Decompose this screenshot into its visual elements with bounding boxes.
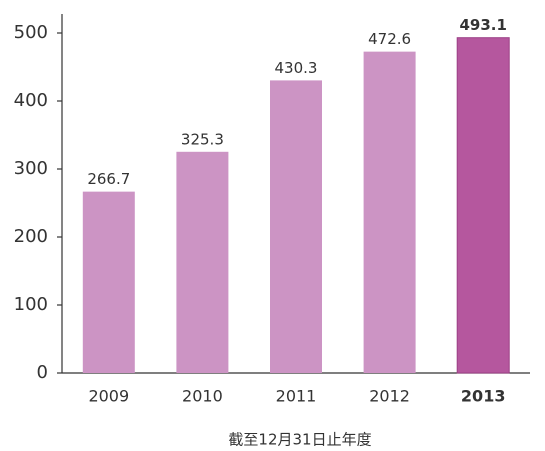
y-tick-label: 400 [14, 90, 48, 111]
x-tick-label: 2011 [276, 387, 317, 406]
y-tick-label: 0 [37, 362, 48, 383]
x-tick-label: 2012 [369, 387, 410, 406]
x-tick-label: 2009 [88, 387, 129, 406]
value-label: 493.1 [459, 16, 506, 34]
value-label: 472.6 [368, 30, 411, 48]
x-tick-label: 2010 [182, 387, 223, 406]
x-tick-label: 2013 [461, 387, 506, 406]
bar [270, 80, 322, 374]
bar [176, 151, 229, 373]
x-axis-label: 截至12月31日止年度 [228, 431, 371, 449]
bar [82, 191, 135, 373]
bar [456, 37, 510, 374]
y-tick-label: 200 [14, 226, 48, 247]
y-tick-label: 500 [14, 22, 48, 43]
y-tick-label: 100 [14, 294, 48, 315]
bar [363, 51, 416, 374]
value-label: 325.3 [181, 130, 224, 148]
y-tick-label: 300 [14, 158, 48, 179]
value-label: 430.3 [275, 59, 318, 77]
value-label: 266.7 [87, 170, 130, 188]
